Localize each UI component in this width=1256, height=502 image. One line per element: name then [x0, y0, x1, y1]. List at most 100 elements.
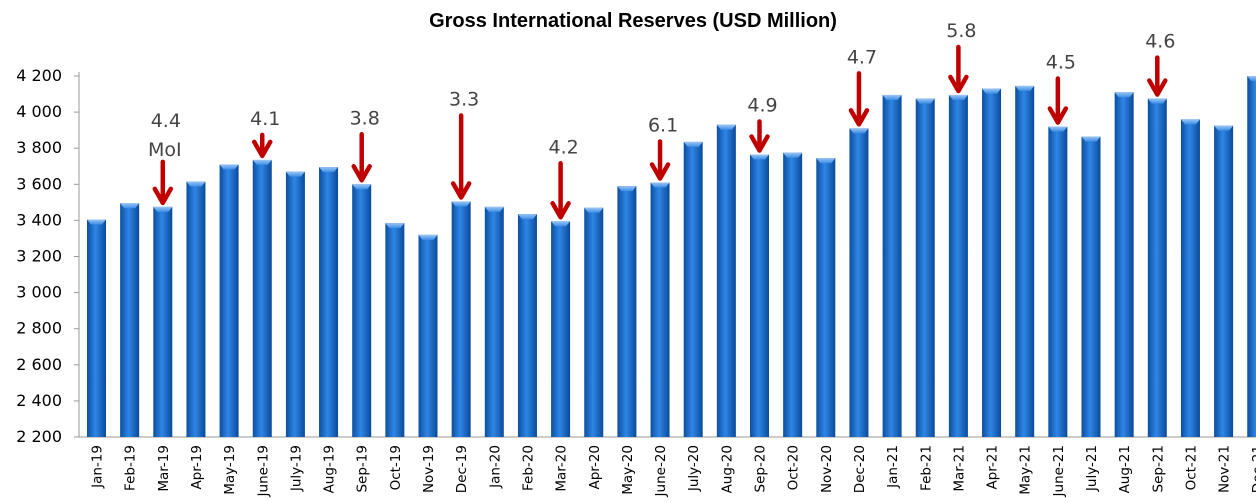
bar-body	[948, 94, 968, 437]
x-tick-label: June-20	[653, 445, 669, 497]
y-tick-label: 3 600	[16, 174, 62, 193]
bar-body	[683, 141, 703, 437]
annotation-value: 5.8	[946, 20, 976, 42]
bar	[1081, 136, 1101, 437]
bar-cap	[153, 206, 173, 212]
y-tick-label: 2 600	[16, 355, 62, 374]
bar	[418, 234, 438, 437]
bar-series	[87, 76, 1256, 438]
x-tick-label: Aug-19	[322, 445, 338, 493]
bar-body	[153, 206, 173, 437]
arrow-head	[252, 139, 273, 159]
bar-body	[385, 223, 405, 437]
bar	[650, 182, 670, 437]
bar-cap	[551, 221, 571, 227]
arrow-head	[948, 74, 969, 94]
annotation: 3.3	[449, 88, 479, 200]
bar-body	[1015, 85, 1035, 438]
annotation: 3.8	[350, 107, 380, 183]
bar-cap	[882, 94, 902, 100]
bar-body	[1247, 76, 1256, 437]
x-tick-label: Oct-19	[388, 445, 404, 490]
bar	[716, 124, 736, 438]
bar-body	[882, 94, 902, 437]
bar	[385, 223, 405, 437]
x-tick-label: July-19	[288, 445, 304, 492]
bar	[285, 171, 305, 438]
x-tick-label: May-20	[620, 445, 636, 495]
bar	[153, 206, 173, 437]
bar-cap	[915, 98, 935, 104]
bar	[915, 98, 935, 437]
x-tick-label: Aug-21	[1117, 445, 1133, 493]
arrow-head	[152, 186, 174, 206]
annotation-value: 4.9	[747, 95, 777, 117]
x-tick-label: Nov-21	[1217, 445, 1233, 493]
bar	[750, 154, 769, 437]
bar	[948, 94, 968, 437]
annotation-value: 3.3	[449, 88, 479, 110]
annotation-layer: MoI 4.4 4.1 3.8 3.3 4.2 6.1 4.9 4.7 5.8 4.5 4.6	[148, 20, 1175, 220]
annotation-value: 4.2	[548, 136, 578, 158]
y-tick-label: 2 800	[16, 319, 62, 338]
bar	[120, 203, 140, 437]
x-tick-label: Sep-20	[753, 445, 769, 493]
annotation-value: 4.5	[1046, 52, 1076, 74]
bar-cap	[1214, 125, 1234, 131]
bar-cap	[683, 141, 703, 147]
x-tick-label: Jan-20	[487, 445, 503, 489]
arrow-head	[450, 181, 472, 200]
bar-cap	[451, 201, 471, 207]
annotation-value: 6.1	[648, 114, 678, 136]
x-tick-label: Feb-21	[918, 445, 934, 491]
bar-cap	[650, 182, 670, 188]
y-axis: 2 200 2 400 2 600 2 800 3 000 3 200 3 400 3 600…	[16, 66, 1256, 446]
bar	[484, 206, 504, 437]
annotation-value: 3.8	[350, 107, 380, 129]
annotation: 4.5	[1046, 52, 1076, 125]
bar	[1114, 92, 1134, 438]
bar	[551, 221, 571, 437]
x-tick-label: Nov-20	[819, 445, 835, 493]
bar-body	[517, 214, 537, 437]
x-tick-label: Mar-20	[554, 445, 570, 492]
bar-cap	[783, 152, 803, 158]
bar	[1048, 126, 1068, 437]
y-tick-label: 4 200	[16, 66, 62, 85]
bar-body	[120, 203, 140, 437]
x-tick-label: Dec-19	[454, 445, 470, 493]
bar-body	[915, 98, 935, 437]
y-tick-label: 2 200	[16, 427, 62, 446]
arrow-head	[1147, 78, 1168, 97]
annotation: MoI 4.4	[148, 110, 182, 206]
bar	[1180, 119, 1200, 437]
bar-body	[352, 184, 372, 437]
y-tick-label: 3 400	[16, 210, 62, 229]
bar-cap	[285, 171, 305, 177]
x-tick-label: Oct-20	[786, 445, 802, 490]
bar-body	[1214, 125, 1234, 437]
bar-cap	[1114, 92, 1134, 98]
annotation-value: 4.4	[151, 110, 181, 132]
bar-cap	[617, 186, 637, 192]
x-tick-label: July-21	[1084, 445, 1100, 492]
bar	[451, 201, 471, 437]
bar-body	[1081, 136, 1101, 437]
bar-cap	[1015, 85, 1035, 91]
bar-cap	[1180, 119, 1200, 125]
bar-body	[1048, 126, 1068, 437]
bar-cap	[418, 234, 438, 240]
annotation-value: 4.1	[250, 108, 280, 130]
bar-cap	[716, 124, 736, 130]
x-tick-label: Dec-21	[1250, 445, 1256, 493]
bar-cap	[252, 159, 272, 165]
annotation: 5.8	[946, 20, 977, 94]
x-tick-label: Feb-20	[520, 445, 536, 491]
bar-body	[252, 159, 272, 437]
arrow-head	[649, 162, 671, 181]
bar-body	[1147, 98, 1167, 437]
bar-cap	[948, 94, 968, 100]
bar-cap	[87, 219, 106, 225]
bar-cap	[186, 181, 206, 187]
